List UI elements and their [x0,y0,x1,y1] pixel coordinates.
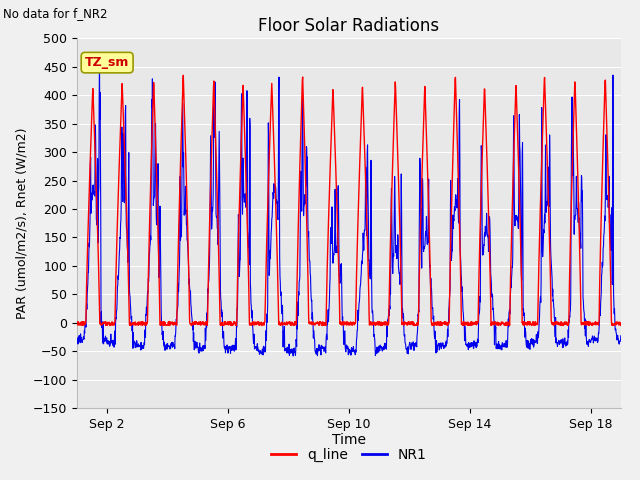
Legend: q_line, NR1: q_line, NR1 [266,443,432,468]
Text: TZ_sm: TZ_sm [85,56,129,69]
Text: No data for f_NR2: No data for f_NR2 [3,7,108,20]
X-axis label: Time: Time [332,433,366,447]
Y-axis label: PAR (umol/m2/s), Rnet (W/m2): PAR (umol/m2/s), Rnet (W/m2) [15,128,29,319]
Title: Floor Solar Radiations: Floor Solar Radiations [258,17,440,36]
